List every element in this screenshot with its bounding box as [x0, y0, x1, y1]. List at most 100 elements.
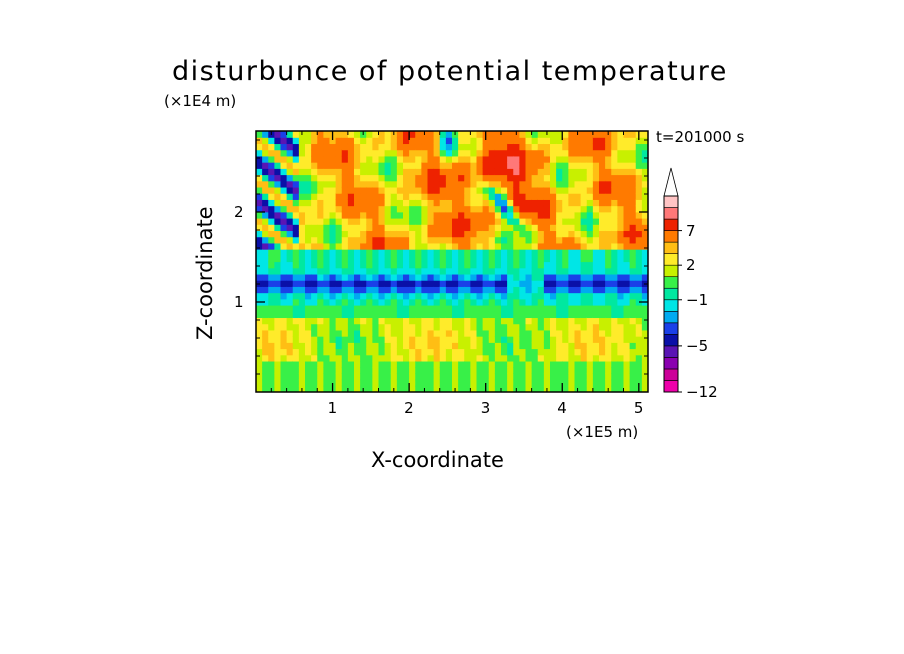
- heatmap-cell: [488, 199, 496, 207]
- heatmap-cell: [274, 211, 282, 219]
- heatmap-cell: [482, 236, 490, 244]
- heatmap-cell: [599, 205, 606, 213]
- heatmap-cell: [635, 317, 643, 325]
- heatmap-cell: [378, 373, 386, 381]
- heatmap-cell: [262, 137, 269, 145]
- heatmap-cell: [568, 329, 576, 337]
- heatmap-cell: [494, 211, 502, 219]
- heatmap-cell: [421, 249, 429, 256]
- heatmap-cell: [623, 261, 631, 269]
- heatmap-cell: [354, 317, 361, 325]
- heatmap-cell: [635, 224, 643, 232]
- heatmap-cell: [543, 267, 551, 275]
- heatmap-cell: [550, 292, 557, 300]
- heatmap-cell: [513, 143, 520, 151]
- heatmap-cell: [335, 329, 343, 337]
- heatmap-cell: [605, 186, 612, 194]
- heatmap-cell: [556, 230, 563, 238]
- heatmap-cell: [629, 199, 637, 207]
- heatmap-cell: [329, 143, 337, 151]
- heatmap-cell: [488, 292, 496, 300]
- heatmap-cell: [323, 261, 331, 269]
- heatmap-cell: [513, 230, 520, 238]
- heatmap-cell: [537, 292, 545, 300]
- heatmap-cell: [519, 273, 527, 281]
- heatmap-cell: [396, 155, 404, 163]
- heatmap-cell: [329, 286, 337, 294]
- heatmap-cell: [439, 261, 447, 269]
- heatmap-cell: [372, 186, 380, 194]
- heatmap-cell: [390, 329, 398, 337]
- heatmap-cell: [378, 305, 386, 312]
- heatmap-cell: [592, 174, 600, 182]
- heatmap-cell: [323, 186, 331, 194]
- heatmap-cell: [268, 379, 275, 387]
- heatmap-cell: [354, 180, 361, 188]
- heatmap-cell: [611, 267, 618, 275]
- heatmap-cell: [464, 336, 471, 343]
- heatmap-cell: [305, 174, 312, 182]
- heatmap-cell: [568, 323, 576, 331]
- heatmap-cell: [445, 311, 453, 319]
- heatmap-cell: [378, 342, 386, 350]
- heatmap-cell: [476, 131, 484, 138]
- heatmap-cell: [537, 267, 545, 275]
- heatmap-cell: [605, 342, 612, 350]
- heatmap-cell: [464, 174, 471, 182]
- heatmap-cell: [372, 329, 380, 337]
- heatmap-cell: [531, 261, 539, 269]
- heatmap-cell: [280, 385, 288, 392]
- heatmap-cell: [635, 180, 643, 188]
- heatmap-cell: [562, 329, 569, 337]
- heatmap-cell: [433, 385, 441, 392]
- heatmap-cell: [372, 193, 380, 200]
- heatmap-cell: [574, 255, 582, 263]
- heatmap-cell: [562, 336, 569, 343]
- heatmap-cell: [605, 137, 612, 145]
- heatmap-cell: [341, 298, 349, 306]
- heatmap-cell: [409, 224, 416, 232]
- heatmap-cell: [556, 267, 563, 275]
- heatmap-cell: [378, 211, 386, 219]
- heatmap-cell: [464, 199, 471, 207]
- heatmap-cell: [494, 360, 502, 368]
- heatmap-cell: [366, 168, 373, 176]
- heatmap-cell: [390, 199, 398, 207]
- heatmap-cell: [556, 162, 563, 169]
- heatmap-cell: [415, 236, 422, 244]
- heatmap-cell: [605, 298, 612, 306]
- heatmap-cell: [574, 323, 582, 331]
- heatmap-cell: [311, 367, 318, 374]
- heatmap-cell: [335, 155, 343, 163]
- heatmap-cell: [568, 205, 576, 213]
- heatmap-cell: [458, 199, 465, 207]
- heatmap-cell: [366, 193, 373, 200]
- heatmap-cell: [396, 137, 404, 145]
- heatmap-cell: [531, 323, 539, 331]
- heatmap-cell: [286, 261, 294, 269]
- heatmap-cell: [513, 379, 520, 387]
- heatmap-cell: [403, 373, 410, 381]
- heatmap-cell: [562, 143, 569, 151]
- heatmap-cell: [501, 230, 508, 238]
- heatmap-cell: [592, 186, 600, 194]
- heatmap-cell: [268, 218, 275, 225]
- heatmap-cell: [519, 224, 527, 232]
- heatmap-cell: [476, 180, 484, 188]
- heatmap-cell: [256, 360, 263, 368]
- heatmap-cell: [445, 143, 453, 151]
- heatmap-cell: [580, 218, 588, 225]
- heatmap-cell: [421, 155, 429, 163]
- heatmap-cell: [525, 348, 533, 356]
- heatmap-cell: [409, 342, 416, 350]
- heatmap-cell: [421, 298, 429, 306]
- heatmap-cell: [629, 180, 637, 188]
- heatmap-cell: [372, 311, 380, 319]
- heatmap-cell: [403, 211, 410, 219]
- heatmap-cell: [384, 360, 392, 368]
- heatmap-cell: [445, 193, 453, 200]
- heatmap-cell: [433, 218, 441, 225]
- heatmap-cell: [580, 168, 588, 176]
- heatmap-cell: [543, 242, 551, 250]
- heatmap-cell: [360, 218, 367, 225]
